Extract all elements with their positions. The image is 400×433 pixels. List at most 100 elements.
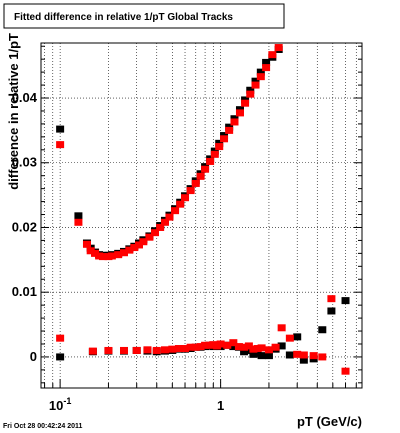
series-2-point — [244, 342, 253, 350]
series-2-point — [240, 343, 249, 351]
series-2-point — [181, 194, 190, 202]
series-2-point — [264, 346, 273, 354]
y-tick-label: 0.03 — [12, 155, 37, 170]
grid-lines — [41, 43, 362, 388]
series-2-point — [223, 341, 232, 349]
series-2-point — [168, 345, 177, 353]
series-2-point — [191, 343, 200, 351]
series-1-point — [327, 307, 336, 315]
series-2-point — [341, 367, 350, 375]
series-2-point — [220, 135, 229, 143]
y-tick-label: 0.01 — [12, 284, 37, 299]
series-2-point — [246, 90, 255, 98]
series-1-point — [299, 356, 308, 364]
series-1-point — [251, 77, 260, 85]
series-2-point — [277, 324, 286, 332]
axis-ticks — [41, 45, 362, 388]
series-1-point — [264, 352, 273, 360]
series-1-point — [246, 86, 255, 94]
series-2-point — [309, 352, 318, 360]
series-2-point — [132, 346, 141, 354]
series-2-point — [82, 240, 91, 248]
data-points — [56, 44, 350, 375]
series-2-point — [99, 253, 108, 261]
series-2-point — [225, 126, 234, 134]
y-axis-title: difference in relative 1/pT — [6, 33, 21, 190]
series-2-point — [186, 187, 195, 195]
series-2-point — [201, 165, 210, 173]
series-2-point — [327, 295, 336, 303]
series-2-point — [229, 339, 238, 347]
series-2-point — [56, 334, 65, 342]
series-2-point — [74, 218, 83, 226]
chart-title: Fitted difference in relative 1/pT Globa… — [14, 12, 233, 23]
series-2-point — [152, 346, 161, 354]
series-1-point — [56, 125, 65, 133]
series-2-point — [201, 341, 210, 349]
series-2-point — [160, 218, 169, 226]
series-2-point — [186, 343, 195, 351]
series-1-point — [256, 68, 265, 76]
y-tick-label: 0.04 — [12, 90, 38, 105]
series-2-point — [235, 109, 244, 117]
series-2-point — [160, 346, 169, 354]
series-2-point — [181, 345, 190, 353]
series-2-point — [196, 343, 205, 351]
series-2-point — [171, 207, 180, 215]
series-2-point — [230, 118, 239, 126]
series-2-point — [196, 172, 205, 180]
series-2-point — [274, 44, 283, 52]
series-1-point — [244, 346, 253, 354]
timestamp: Fri Oct 28 00:42:24 2011 — [3, 423, 82, 430]
series-1-point — [240, 348, 249, 356]
series-2-point — [318, 353, 327, 361]
series-1-point — [74, 212, 83, 220]
x-tick-label: 1 — [217, 398, 224, 413]
x-axis-title: pT (GeV/c) — [297, 414, 362, 429]
series-2-point — [107, 252, 116, 260]
series-1-point — [318, 326, 327, 334]
series-2-point — [104, 346, 113, 354]
series-1-point — [262, 58, 271, 66]
series-2-point — [268, 51, 277, 59]
series-1-point — [56, 353, 65, 361]
plot-frame — [40, 42, 363, 389]
series-1-point — [229, 343, 238, 351]
series-2-point — [206, 157, 215, 165]
x-tick-exponent: -1 — [63, 396, 71, 406]
series-2-point — [241, 99, 250, 107]
title-box — [3, 3, 285, 29]
series-2-point — [293, 350, 302, 358]
series-2-point — [139, 238, 148, 246]
series-2-point — [174, 345, 183, 353]
series-1-point — [285, 351, 294, 359]
series-2-point — [119, 346, 128, 354]
series-2-point — [145, 233, 154, 241]
series-2-point — [125, 246, 134, 254]
series-1-point — [249, 350, 258, 358]
series-1-point — [277, 342, 286, 350]
series-2-point — [285, 334, 294, 342]
series-2-point — [210, 150, 219, 158]
series-2-point — [56, 141, 65, 149]
series-2-point — [134, 241, 143, 249]
series-2-point — [88, 347, 97, 355]
series-2-point — [150, 229, 159, 237]
series-1-point — [341, 297, 350, 305]
series-2-point — [156, 223, 165, 231]
series-2-point — [257, 344, 266, 352]
series-1-point — [257, 352, 266, 360]
series-2-point — [251, 81, 260, 89]
y-tick-labels: 0 0.01 0.02 0.03 0.04 — [12, 90, 38, 364]
series-2-point — [165, 213, 174, 221]
series-2-point — [215, 143, 224, 151]
series-2 — [56, 44, 350, 375]
series-2-point — [86, 247, 95, 255]
series-2-point — [256, 73, 265, 81]
series-2-point — [114, 251, 123, 259]
series-2-point — [262, 64, 271, 72]
series-2-point — [191, 179, 200, 187]
series-1-point — [293, 333, 302, 341]
